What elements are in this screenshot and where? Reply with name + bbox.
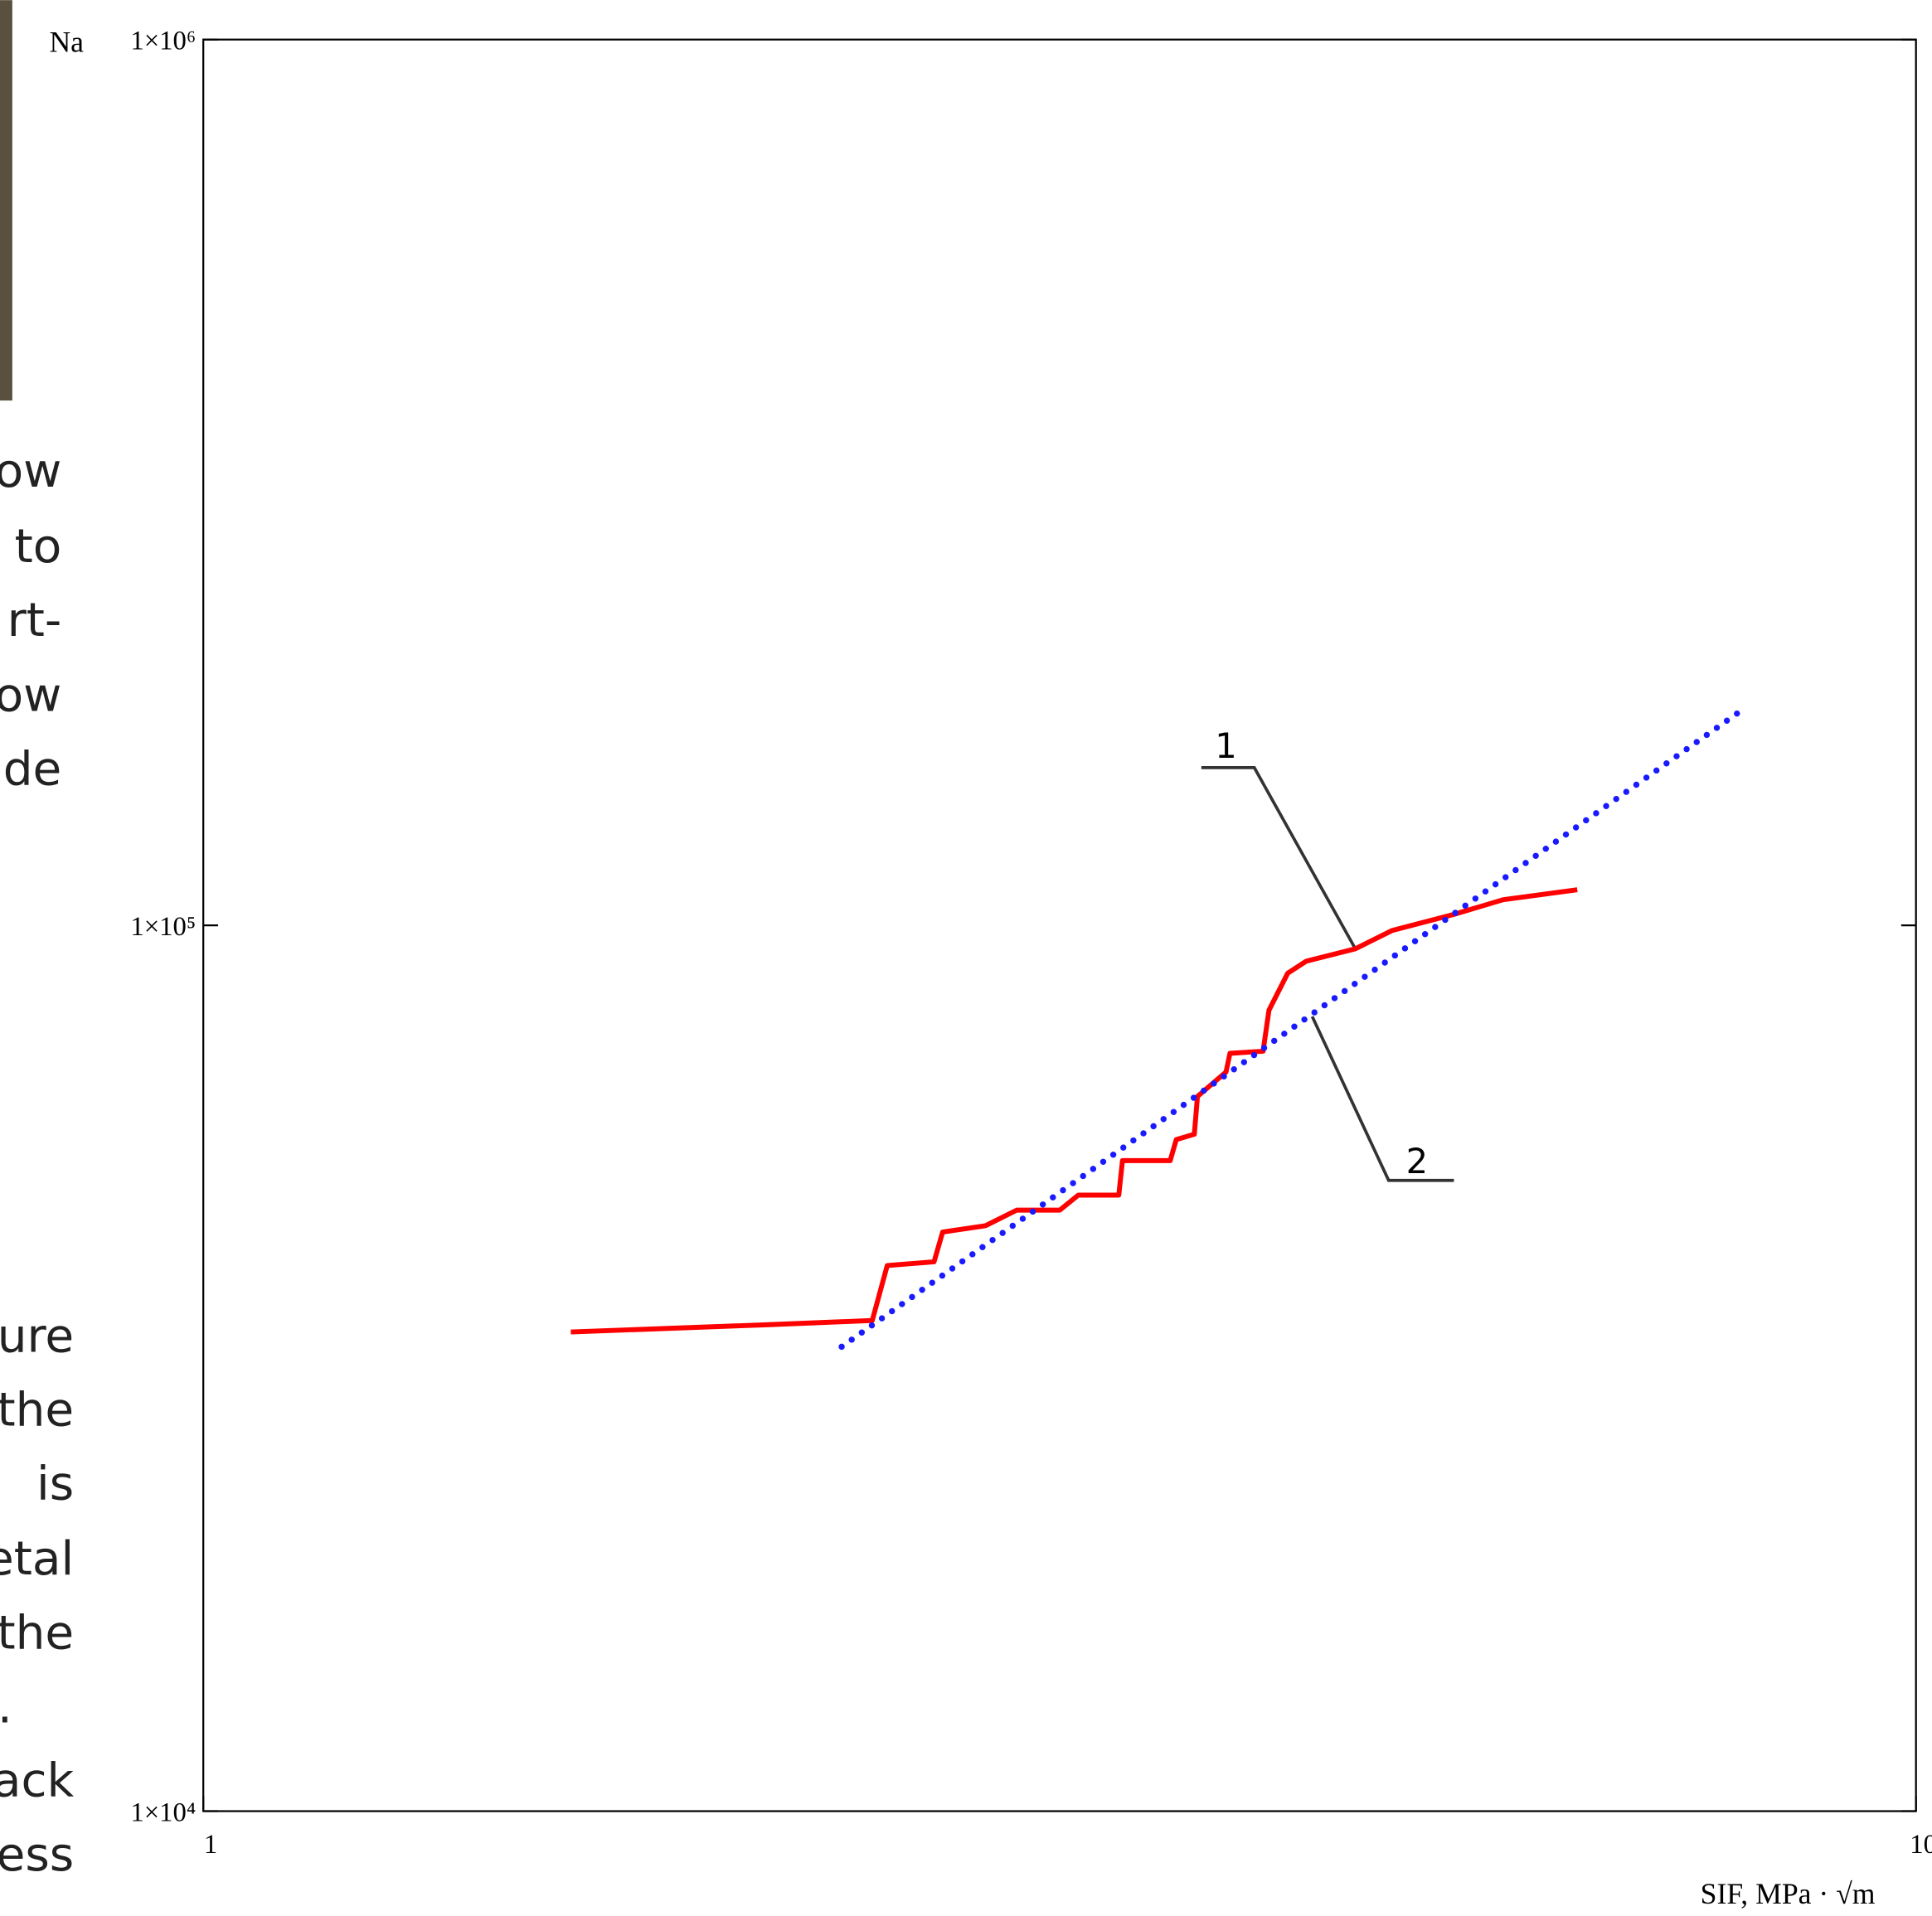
- text-fragment: ow: [0, 669, 61, 723]
- text-fragment: ess: [0, 1828, 74, 1882]
- photo-strip: [0, 0, 12, 400]
- text-fragment: ow: [0, 444, 61, 498]
- text-fragment: ure: [0, 1309, 74, 1363]
- text-fragment: ack: [0, 1754, 74, 1808]
- y-tick-label: 1×10⁶: [130, 27, 196, 56]
- text-fragment: de: [3, 743, 62, 797]
- plot-frame: [203, 40, 1915, 1812]
- text-fragment: is: [36, 1458, 74, 1511]
- y-axis-label: Na: [49, 26, 84, 59]
- annotation: 1: [1215, 725, 1236, 766]
- x-tick-label: 10: [1910, 1830, 1932, 1860]
- text-fragment: etal: [0, 1532, 74, 1586]
- leader-line: [1201, 768, 1356, 948]
- leader-line: [1313, 1016, 1454, 1181]
- text-fragment: the: [0, 1383, 74, 1437]
- y-tick-label: 1×10⁵: [130, 912, 196, 942]
- x-tick-label: 1: [204, 1830, 217, 1860]
- text-fragment: the: [0, 1606, 74, 1660]
- text-fragment: .: [0, 1681, 12, 1734]
- annotation: 2: [1406, 1141, 1428, 1181]
- chart: Na SIF, MPa · √m 1 2 1×10⁴ 1×10⁵ 1×10⁶ 1 10 o…: [0, 0, 1932, 1916]
- data-line: [842, 711, 1740, 1347]
- text-fragment: rt-: [7, 594, 62, 648]
- y-tick-label: 1×10⁴: [130, 1797, 196, 1827]
- data-line: [570, 890, 1577, 1331]
- text-fragment: to: [15, 520, 62, 574]
- page: Na SIF, MPa · √m 1 2 1×10⁴ 1×10⁵ 1×10⁶ 1 10 o…: [0, 0, 1932, 1916]
- x-axis-label: SIF, MPa · √m: [1701, 1877, 1876, 1910]
